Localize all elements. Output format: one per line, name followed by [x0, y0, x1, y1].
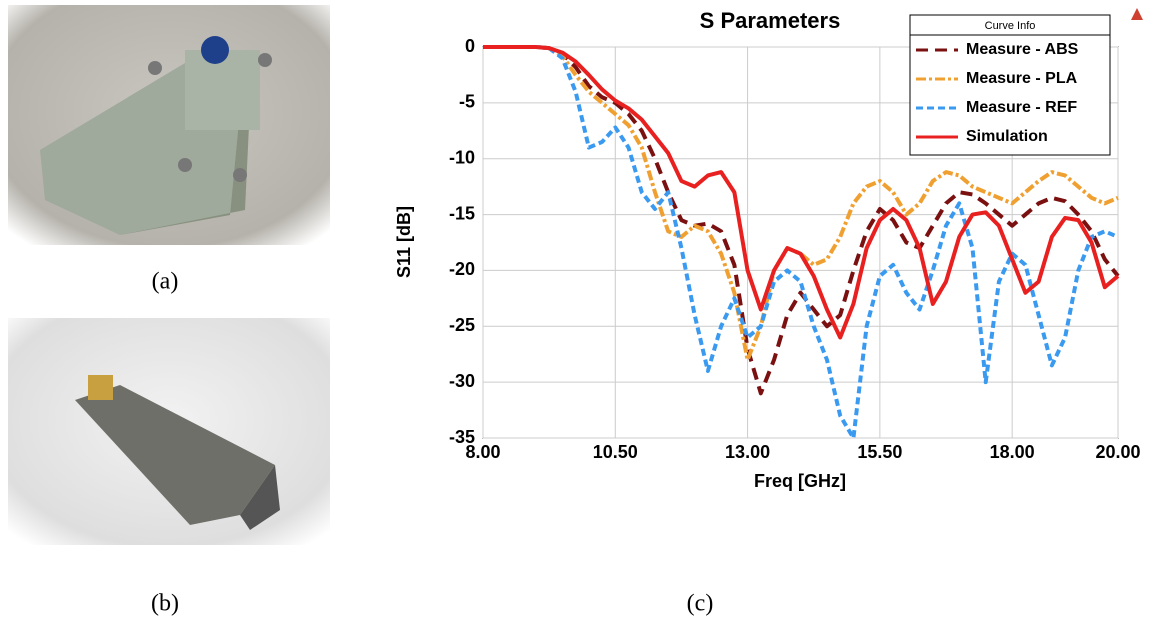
x-tick-label: 13.00	[725, 442, 770, 462]
x-tick-label: 20.00	[1095, 442, 1140, 462]
legend-label: Measure - ABS	[966, 41, 1079, 58]
legend-title: Curve Info	[985, 20, 1036, 32]
y-tick-label: -5	[459, 92, 475, 112]
x-tick-label: 18.00	[990, 442, 1035, 462]
y-tick-label: -25	[449, 315, 475, 335]
line	[483, 45, 1119, 362]
y-tick-label: -10	[449, 147, 475, 167]
x-tick-label: 15.50	[857, 442, 902, 462]
legend-label: Simulation	[966, 128, 1048, 145]
x-axis-label: Freq [GHz]	[754, 471, 846, 491]
line	[483, 45, 1119, 440]
caption: (b)	[151, 591, 179, 617]
caption: (c)	[687, 591, 714, 617]
chart-title: S Parameters	[700, 8, 841, 33]
photo-a	[8, 5, 330, 245]
x-tick-label: 8.00	[465, 442, 500, 462]
legend-box	[909, 14, 1111, 156]
y-tick-label: -15	[449, 203, 475, 223]
y-axis-label: S11 [dB]	[394, 206, 414, 278]
legend-label: Measure - REF	[966, 99, 1077, 116]
line	[483, 45, 1120, 340]
photo-b	[8, 318, 330, 545]
y-tick-label: -20	[449, 259, 475, 279]
legend-label: Measure - PLA	[966, 70, 1078, 87]
caption: (a)	[152, 269, 179, 295]
y-tick-label: -35	[449, 427, 475, 447]
line	[483, 45, 1120, 396]
x-tick-label: 10.50	[593, 442, 638, 462]
y-tick-label: -30	[449, 371, 475, 391]
logo	[1131, 8, 1143, 20]
y-tick-label: 0	[465, 36, 475, 56]
